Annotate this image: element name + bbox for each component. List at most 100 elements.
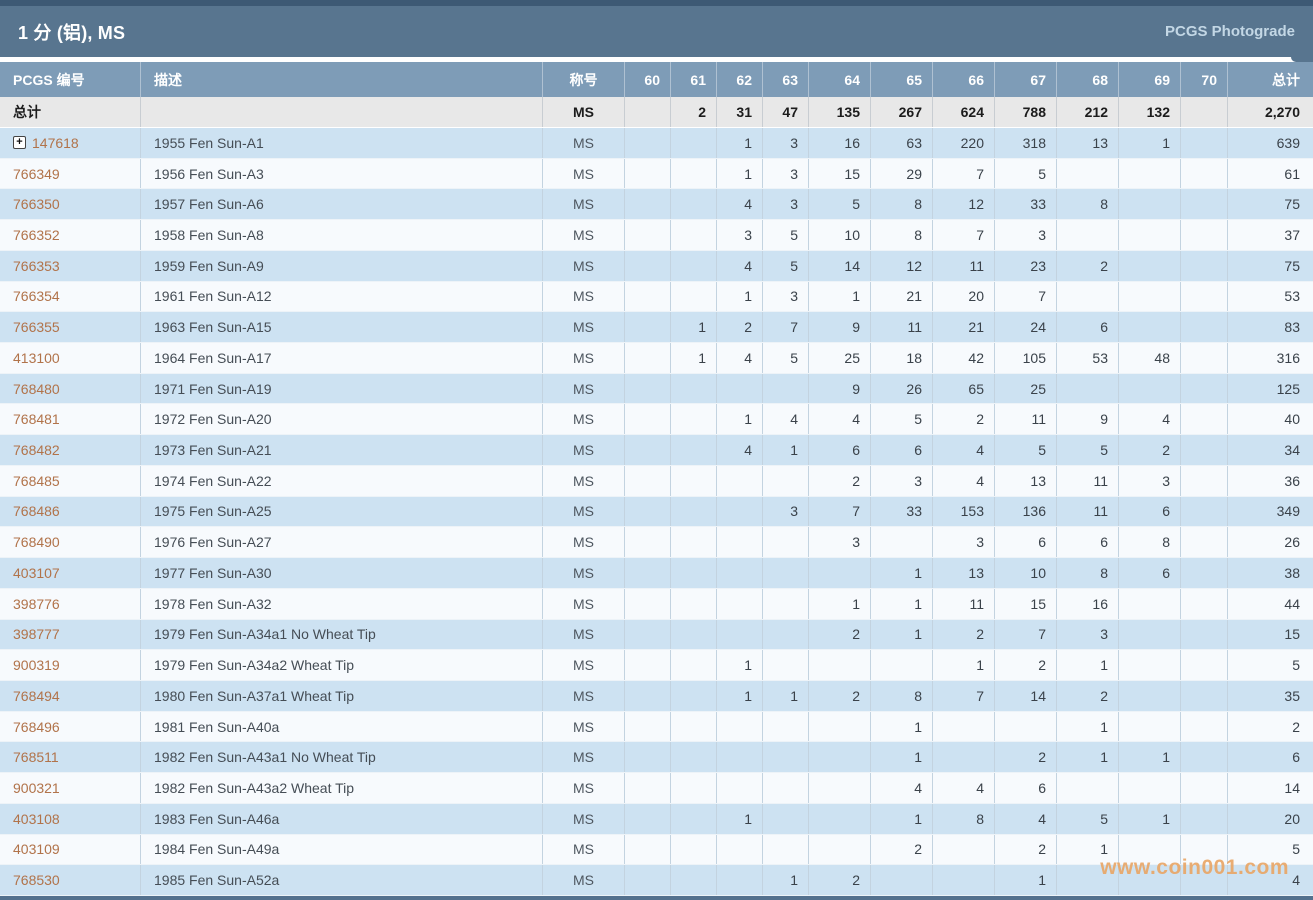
grade-count <box>624 742 670 773</box>
pcgs-number-link[interactable]: 768490 <box>13 534 60 551</box>
grade-count <box>1118 189 1180 220</box>
grade-count: 6 <box>1056 527 1118 558</box>
pcgs-number-link[interactable]: 768530 <box>13 872 60 889</box>
grade-count <box>1118 680 1180 711</box>
pcgs-number-link[interactable]: 147618 <box>32 134 79 151</box>
grade-count <box>1118 588 1180 619</box>
photograde-link[interactable]: PCGS Photograde <box>1164 23 1295 40</box>
grade-count: 6 <box>994 773 1056 803</box>
coin-description: 1974 Fen Sun-A22 <box>140 465 542 496</box>
grade-count <box>808 803 870 834</box>
grade-count: 3 <box>716 220 762 250</box>
grade-count <box>1118 373 1180 404</box>
grade-count: 33 <box>870 496 932 527</box>
totals-description <box>140 97 542 127</box>
grade-count <box>808 773 870 803</box>
table-row: 768485 1974 Fen Sun-A22 MS 2 3 4 13 11 3 36 <box>0 465 1313 497</box>
grade-count <box>808 742 870 773</box>
pcgs-number-link[interactable]: 768511 <box>13 749 59 766</box>
pcgs-number-link[interactable]: 766354 <box>13 288 60 305</box>
grade-count <box>1180 343 1227 373</box>
pcgs-number-link[interactable]: 768486 <box>13 503 60 520</box>
grade-count <box>808 558 870 588</box>
grade-count <box>670 250 716 281</box>
grade-count: 2 <box>932 619 994 650</box>
grade-count <box>762 588 808 619</box>
pcgs-number-link[interactable]: 766350 <box>13 196 60 213</box>
grade-count <box>670 189 716 220</box>
pcgs-number-link[interactable]: 768485 <box>13 472 60 489</box>
grade-count <box>1180 558 1227 588</box>
grade-count <box>1180 373 1227 404</box>
totals-label: 总计 <box>13 104 41 120</box>
designation: MS <box>542 373 624 404</box>
pcgs-number-link[interactable]: 768481 <box>13 411 60 428</box>
pcgs-number-link[interactable]: 900321 <box>13 779 60 796</box>
grade-count: 4 <box>994 803 1056 834</box>
grade-count: 1 <box>1056 650 1118 680</box>
pcgs-number-link[interactable]: 766352 <box>13 227 60 244</box>
pcgs-number-link[interactable]: 768480 <box>13 380 60 397</box>
designation: MS <box>542 189 624 220</box>
pcgs-number-link[interactable]: 766355 <box>13 319 60 336</box>
grade-count: 7 <box>932 680 994 711</box>
grade-count: 4 <box>870 773 932 803</box>
grade-count <box>670 220 716 250</box>
expand-icon[interactable] <box>13 136 26 150</box>
grade-count: 26 <box>870 373 932 404</box>
grade-count: 15 <box>994 588 1056 619</box>
grade-count <box>870 650 932 680</box>
pcgs-number-link[interactable]: 403109 <box>13 841 60 858</box>
pcgs-number-cell: 766349 <box>0 159 140 189</box>
pcgs-number-link[interactable]: 398777 <box>13 626 60 643</box>
pcgs-number-cell: 403108 <box>0 804 140 834</box>
grade-count: 4 <box>762 404 808 435</box>
pcgs-number-link[interactable]: 413100 <box>13 349 60 366</box>
pcgs-number-link[interactable]: 403107 <box>13 564 60 581</box>
grade-count: 13 <box>1056 128 1118 158</box>
coin-description: 1981 Fen Sun-A40a <box>140 711 542 742</box>
pcgs-number-link[interactable]: 900319 <box>13 657 60 674</box>
pcgs-number-cell: 768482 <box>0 435 140 465</box>
pcgs-number-link[interactable]: 398776 <box>13 595 60 612</box>
grade-count: 1 <box>870 619 932 650</box>
grade-count <box>670 865 716 895</box>
grade-count: 105 <box>994 343 1056 373</box>
page-title: 1 分 (铝), MS <box>18 22 126 43</box>
grade-count <box>670 465 716 496</box>
grade-count <box>1118 834 1180 865</box>
pcgs-number-cell: 403109 <box>0 835 140 865</box>
grade-count <box>870 865 932 895</box>
pcgs-number-link[interactable]: 768482 <box>13 442 60 459</box>
grade-count: 11 <box>1056 465 1118 496</box>
grade-count <box>670 128 716 158</box>
coin-description: 1979 Fen Sun-A34a2 Wheat Tip <box>140 650 542 680</box>
grade-count <box>670 558 716 588</box>
row-total: 61 <box>1227 158 1313 189</box>
grade-count: 3 <box>808 527 870 558</box>
col-header-grade-62: 62 <box>716 62 762 97</box>
grade-count: 3 <box>870 465 932 496</box>
table-row: 768482 1973 Fen Sun-A21 MS 4 1 6 6 4 5 5 2 34 <box>0 435 1313 466</box>
grade-count: 153 <box>932 496 994 527</box>
grade-count: 4 <box>716 343 762 373</box>
pcgs-number-link[interactable]: 768494 <box>13 687 60 704</box>
row-total: 36 <box>1227 465 1313 496</box>
grade-count <box>716 373 762 404</box>
grade-count: 5 <box>762 343 808 373</box>
pcgs-number-link[interactable]: 403108 <box>13 810 60 827</box>
grade-count <box>808 711 870 742</box>
grade-count: 3 <box>1056 619 1118 650</box>
grade-count <box>670 404 716 435</box>
grade-count <box>624 558 670 588</box>
grade-count: 4 <box>716 189 762 220</box>
pcgs-number-link[interactable]: 766349 <box>13 165 60 182</box>
title-bar: 1 分 (铝), MS PCGS Photograde <box>0 0 1313 57</box>
coin-description: 1958 Fen Sun-A8 <box>140 220 542 250</box>
col-header-grade-70: 70 <box>1180 62 1227 97</box>
grade-count: 1 <box>870 711 932 742</box>
pcgs-number-link[interactable]: 768496 <box>13 718 60 735</box>
pcgs-number-link[interactable]: 766353 <box>13 257 60 274</box>
table-row: 403107 1977 Fen Sun-A30 MS 1 13 10 8 6 38 <box>0 558 1313 589</box>
grade-count: 3 <box>762 496 808 527</box>
